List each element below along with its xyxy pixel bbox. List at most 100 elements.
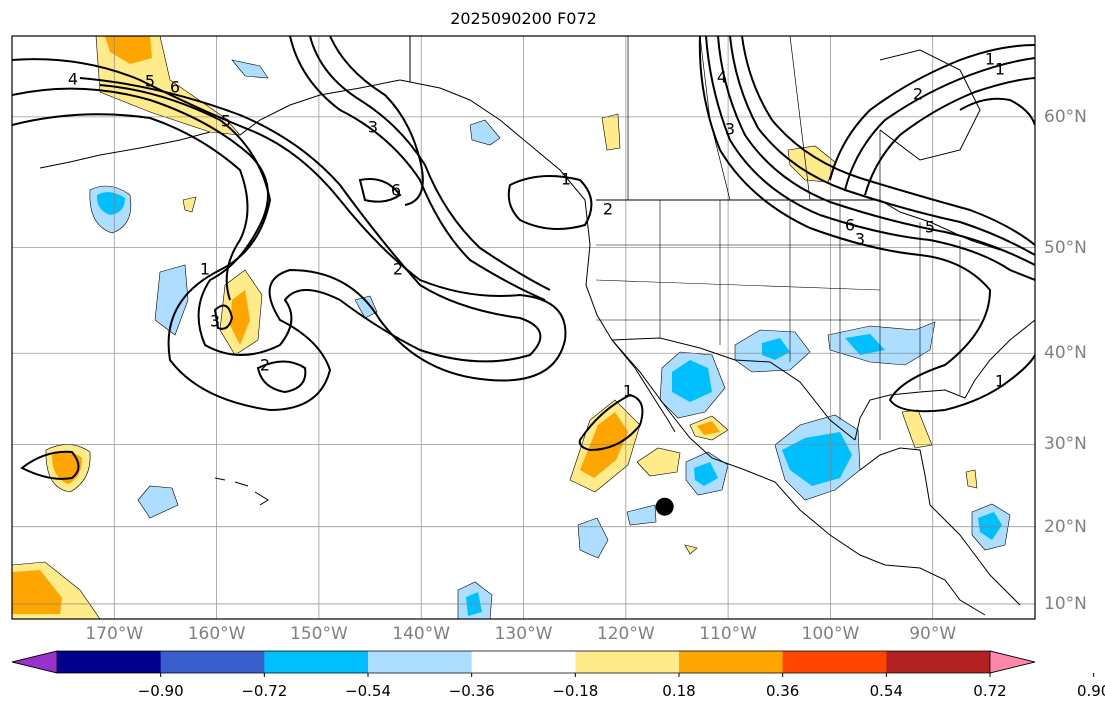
longitude-label: 150°W [290, 624, 348, 644]
negative-anomaly-area [154, 264, 189, 336]
positive-anomaly-area [965, 469, 978, 489]
longitude-label: 140°W [392, 624, 451, 644]
negative-anomaly-area [782, 432, 852, 486]
contour-label: 5 [925, 218, 935, 237]
negative-anomaly-area [577, 517, 609, 559]
contour-line [705, 36, 1035, 281]
colorbar-tick-label: 0.90 [1076, 682, 1105, 700]
contour-line [507, 175, 593, 230]
longitude-label: 160°W [187, 624, 246, 644]
colorbar-segment [679, 651, 784, 673]
negative-anomaly-area [827, 321, 936, 366]
positive-anomaly-area [182, 196, 197, 213]
latitude-label: 10°N [1044, 593, 1087, 614]
colorbar-tick-label: −0.18 [552, 682, 599, 700]
colorbar-tick-label: −0.72 [241, 682, 288, 700]
longitude-label: 100°W [801, 624, 860, 644]
contour-line [864, 77, 1035, 196]
positive-anomaly-area [684, 544, 698, 555]
positive-anomaly-area [601, 113, 621, 151]
contour-line [289, 36, 546, 301]
contour-label: 3 [210, 312, 220, 331]
colorbar-extend-min [11, 650, 58, 674]
contour-line [358, 178, 402, 203]
negative-anomaly-area [978, 512, 1002, 540]
latitude-label: 40°N [1044, 343, 1087, 364]
contour-label: 3 [855, 230, 865, 249]
contour-line [959, 97, 1035, 126]
contour-label: 5 [221, 112, 231, 131]
hawaiian-islands [214, 477, 269, 506]
colorbar-segment [264, 651, 369, 673]
contour-label: 5 [145, 72, 155, 91]
central-america [929, 504, 1021, 606]
latitude-label: 60°N [1044, 106, 1087, 127]
contour-label: 1 [200, 260, 210, 279]
east-coast [974, 319, 1035, 381]
contour-label: 1 [985, 50, 995, 69]
contour-label: 6 [170, 78, 180, 97]
contour-label: 4 [68, 70, 78, 89]
colorbar-tick-label: 0.36 [765, 682, 800, 700]
negative-anomaly-area [469, 119, 501, 146]
colorbar [11, 650, 1095, 677]
longitude-label: 170°W [85, 624, 144, 644]
negative-anomaly-area [626, 504, 657, 526]
latitude-label: 30°N [1044, 434, 1087, 455]
positive-anomaly-area [12, 570, 62, 614]
colorbar-tick-label: −0.36 [448, 682, 495, 700]
positive-anomaly-area [901, 409, 933, 449]
colorbar-tick-label: 0.54 [869, 682, 904, 700]
contour-line [717, 36, 1035, 266]
colorbar-segment [57, 651, 162, 673]
negative-anomaly-area [672, 360, 712, 402]
contour-line [698, 36, 1035, 413]
longitude-label: 90°W [909, 624, 957, 644]
contour-line [12, 58, 567, 412]
hudson-bay [879, 49, 981, 161]
anomaly-shading [12, 36, 1011, 619]
colorbar-tick-label: −0.90 [137, 682, 184, 700]
colorbar-tick-label: −0.54 [345, 682, 391, 700]
contour-line [213, 304, 234, 330]
contour-line [20, 450, 80, 480]
colorbar-extend-max [989, 650, 1036, 674]
negative-anomaly-area [137, 485, 179, 519]
colorbar-tick-label: 0.72 [973, 682, 1007, 700]
longitude-label: 110°W [699, 624, 757, 644]
contour-lines [12, 36, 1035, 480]
contour-label: 4 [717, 68, 727, 87]
colorbar-segment [782, 651, 887, 673]
contour-label: 6 [391, 181, 401, 200]
yucatan-coast [859, 447, 931, 506]
aleutian-islands [39, 131, 211, 169]
north-america-coast [399, 79, 986, 616]
contour-line [829, 44, 1035, 181]
contour-line [741, 36, 1035, 246]
negative-anomaly-area [762, 338, 790, 360]
contour-line [12, 113, 249, 301]
colorbar-segment [368, 651, 473, 673]
negative-anomaly-area [354, 295, 378, 319]
longitude-label: 130°W [494, 624, 553, 644]
contour-line [309, 36, 551, 291]
negative-anomaly-area [96, 192, 125, 215]
us-states [595, 200, 980, 440]
negative-anomaly-area [694, 462, 718, 486]
contour-line [256, 360, 307, 394]
positive-anomaly-area [697, 421, 720, 435]
colorbar-segment [471, 651, 576, 673]
contour-label: 1 [995, 60, 1005, 79]
colorbar-outline [11, 650, 1036, 674]
positive-anomaly-area [230, 290, 250, 345]
positive-anomaly-area [636, 447, 681, 477]
contour-line [12, 77, 542, 363]
latitude-label: 50°N [1044, 237, 1087, 258]
contour-label: 1 [623, 382, 633, 401]
contour-label: 3 [368, 118, 378, 137]
positive-anomaly-area [105, 36, 152, 64]
map-title: 2025090200 F072 [450, 9, 597, 28]
canada-us-border [596, 199, 1001, 251]
contour-label: 6 [845, 216, 855, 235]
